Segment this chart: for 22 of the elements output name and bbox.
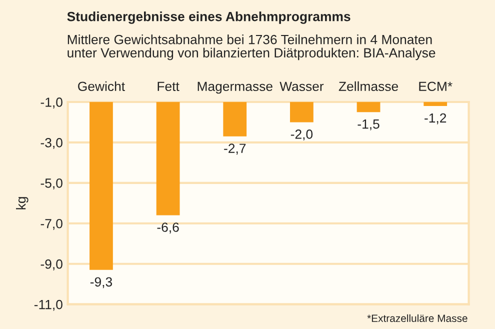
y-tick-label: -9,0 [40, 259, 62, 270]
data-label: -6,6 [157, 222, 179, 234]
x-tick-label: Wasser [280, 82, 324, 92]
x-tick-label: Magermasse [198, 82, 272, 94]
y-tick-label: -5,0 [40, 178, 62, 190]
x-tick-label: ECM* [419, 82, 452, 92]
data-label: -2,7 [224, 144, 246, 155]
chart-subtitle: Mittlere Gewichtsabnahme bei 1736 Teilnehmern in 4 Monaten unter Verwendung von bilanzierten Diätprodukten: BIA-Analyse [68, 34, 436, 60]
data-label: -2,0 [290, 130, 313, 140]
y-tick-label: -3,0 [40, 138, 62, 149]
x-tick-label: Gewicht [78, 81, 125, 92]
y-tick-label: -7,0 [40, 218, 62, 230]
y-tick-label: -1,0 [40, 98, 62, 108]
data-label: -9,3 [90, 277, 112, 288]
y-axis-title: kg [16, 197, 28, 210]
x-tick-label: Fett [158, 82, 180, 92]
text: *Extrazelluläre Masse [367, 314, 468, 322]
x-tick-label: Zellmasse [338, 81, 398, 92]
data-label: -1,5 [358, 120, 380, 130]
data-label: -1,2 [424, 113, 446, 124]
y-tick-label: -11,0 [34, 300, 62, 311]
chart-title: Studienergebnisse eines Abnehmprogramms [67, 12, 350, 24]
